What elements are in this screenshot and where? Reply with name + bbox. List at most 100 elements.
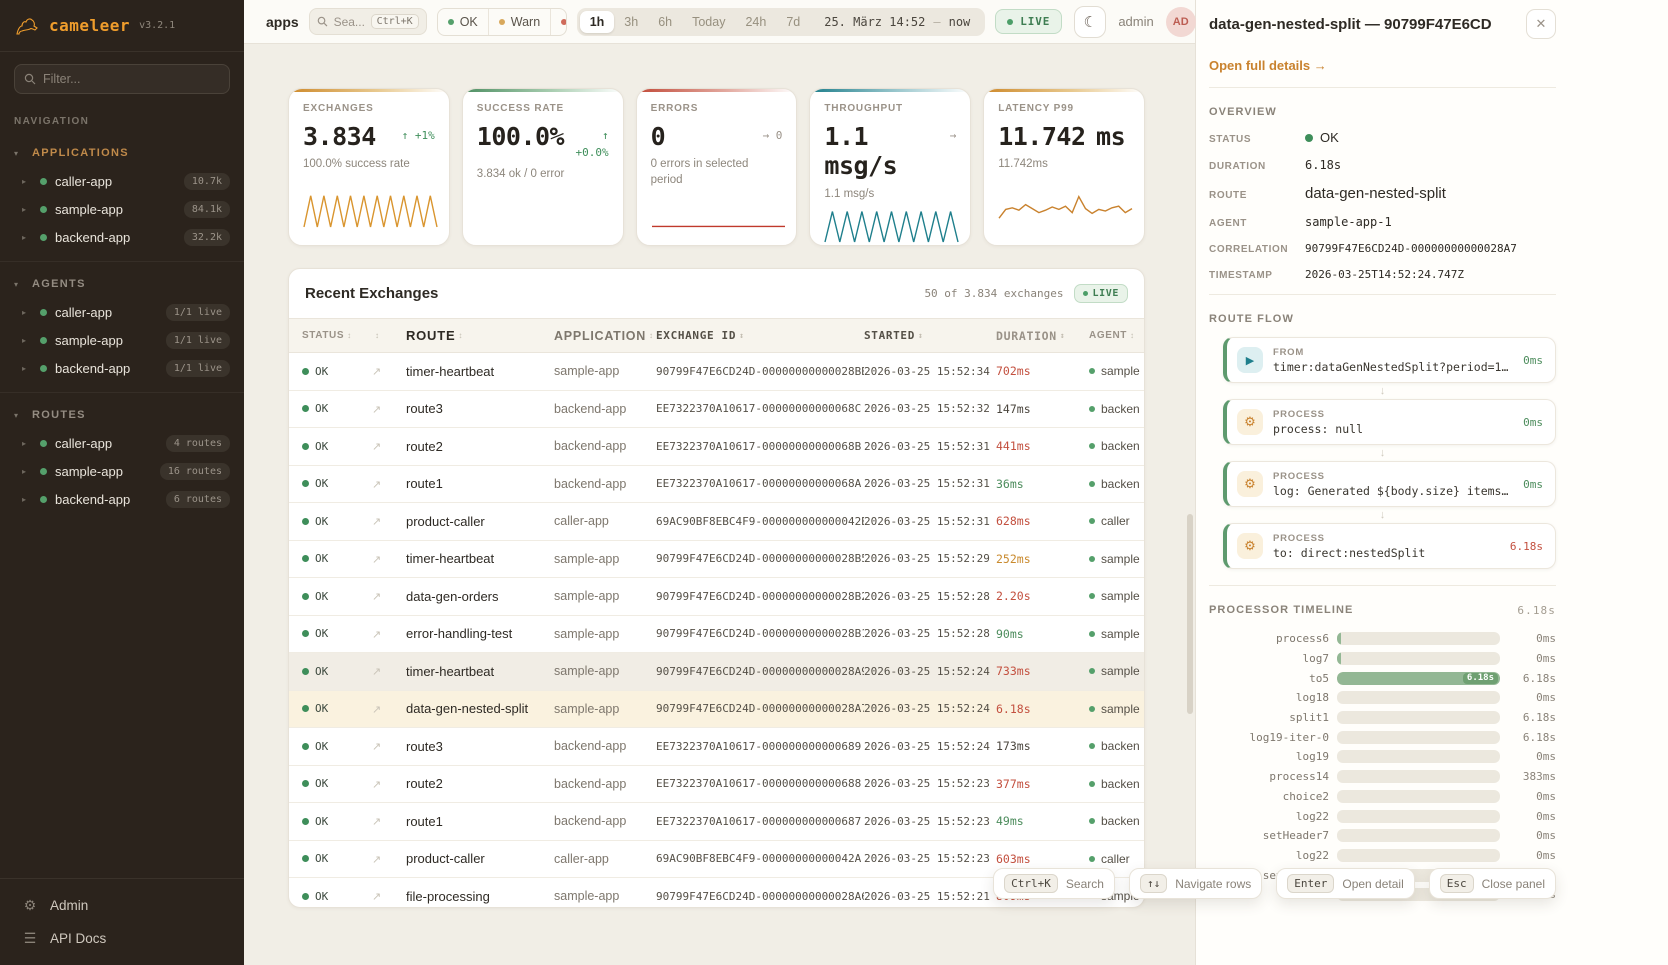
external-link-icon[interactable]: ↗ bbox=[372, 778, 382, 791]
table-row[interactable]: OK ↗ timer-heartbeat sample-app 90799F47… bbox=[289, 653, 1144, 691]
table-row[interactable]: OK ↗ route1 backend-app EE7322370A10617-… bbox=[289, 803, 1144, 841]
table-row[interactable]: OK ↗ route3 backend-app EE7322370A10617-… bbox=[289, 728, 1144, 766]
search-box[interactable]: Sea... Ctrl+K bbox=[308, 8, 427, 35]
external-link-icon[interactable]: ↗ bbox=[372, 366, 382, 379]
sidebar-item-caller-app[interactable]: ▸ caller-app 1/1 live bbox=[0, 298, 244, 326]
timeline-row[interactable]: choice2 0ms bbox=[1209, 787, 1556, 807]
timeline-row[interactable]: log19-iter-0 6.18s bbox=[1209, 727, 1556, 747]
timeline-row[interactable]: log19 0ms bbox=[1209, 747, 1556, 767]
external-link-icon[interactable]: ↗ bbox=[372, 553, 382, 566]
overview-row-status: STATUS OK bbox=[1209, 130, 1556, 145]
external-link-icon[interactable]: ↗ bbox=[372, 853, 382, 866]
theme-toggle-button[interactable]: ☾ bbox=[1074, 5, 1107, 38]
timeline-row[interactable]: split1 6.18s bbox=[1209, 708, 1556, 728]
route-flow-step[interactable]: ▶ FROM timer:dataGenNestedSplit?period=1… bbox=[1223, 337, 1556, 383]
timeline-row[interactable]: log22 0ms bbox=[1209, 846, 1556, 866]
table-row[interactable]: OK ↗ error-handling-test sample-app 9079… bbox=[289, 616, 1144, 653]
chevron-right-icon: ▸ bbox=[22, 466, 27, 476]
timeline-row[interactable]: process14 383ms bbox=[1209, 767, 1556, 787]
row-route: route3 bbox=[406, 401, 443, 417]
search-placeholder: Sea... bbox=[333, 14, 365, 29]
open-full-details-link[interactable]: Open full details → bbox=[1209, 58, 1327, 73]
column-header-started[interactable]: STARTED ↕ bbox=[864, 329, 924, 342]
row-application: backend-app bbox=[554, 401, 627, 416]
timeline-row[interactable]: setHeader7 0ms bbox=[1209, 826, 1556, 846]
sidebar-item-sample-app[interactable]: ▸ sample-app 1/1 live bbox=[0, 326, 244, 354]
route-flow-step[interactable]: ⚙ PROCESS log: Generated ${body.size} it… bbox=[1223, 461, 1556, 507]
table-row[interactable]: OK ↗ route1 backend-app EE7322370A10617-… bbox=[289, 466, 1144, 503]
range-button-1h[interactable]: 1h bbox=[579, 10, 615, 33]
range-button-7d[interactable]: 7d bbox=[786, 14, 801, 29]
main-scrollbar[interactable] bbox=[1187, 514, 1193, 714]
sidebar-footer-admin[interactable]: ⚙ Admin bbox=[0, 889, 244, 922]
table-row[interactable]: OK ↗ route2 backend-app EE7322370A10617-… bbox=[289, 428, 1144, 466]
column-header-agent[interactable]: AGENT ↕ bbox=[1089, 330, 1135, 341]
table-row[interactable]: OK ↗ route2 backend-app EE7322370A10617-… bbox=[289, 766, 1144, 803]
external-link-icon[interactable]: ↗ bbox=[372, 403, 382, 416]
timeline-row[interactable]: log18 0ms bbox=[1209, 688, 1556, 708]
sidebar-item-sample-app[interactable]: ▸ sample-app 84.1k bbox=[0, 195, 244, 223]
overview-row-agent: AGENT sample-app-1 bbox=[1209, 215, 1556, 229]
topbar: apps Sea... Ctrl+K OK Warn E 1h 3h 6h Today… bbox=[244, 0, 1196, 44]
column-header-exchange-id[interactable]: EXCHANGE ID ↕ bbox=[656, 329, 745, 342]
timeline-row[interactable]: process6 0ms bbox=[1209, 629, 1556, 649]
column-header-status[interactable]: STATUS ↕ bbox=[302, 330, 352, 341]
avatar[interactable]: AD bbox=[1165, 6, 1196, 37]
chevron-down-icon: ▾ bbox=[14, 279, 19, 289]
external-link-icon[interactable]: ↗ bbox=[372, 591, 382, 604]
table-row[interactable]: OK ↗ product-caller caller-app 69AC90BF8… bbox=[289, 503, 1144, 541]
table-row[interactable]: OK ↗ route3 backend-app EE7322370A10617-… bbox=[289, 391, 1144, 428]
range-button-6h[interactable]: 6h bbox=[658, 14, 673, 29]
external-link-icon[interactable]: ↗ bbox=[372, 628, 382, 641]
column-header-route[interactable]: ROUTE ↕ bbox=[406, 328, 464, 343]
sidebar-item-backend-app[interactable]: ▸ backend-app 6 routes bbox=[0, 485, 244, 513]
table-row[interactable]: OK ↗ timer-heartbeat sample-app 90799F47… bbox=[289, 353, 1144, 391]
flow-step-kind: FROM bbox=[1273, 346, 1305, 358]
status-filter-warn[interactable]: Warn bbox=[489, 8, 552, 35]
sidebar-item-sample-app[interactable]: ▸ sample-app 16 routes bbox=[0, 457, 244, 485]
timeline-row[interactable]: log7 0ms bbox=[1209, 649, 1556, 669]
sidebar-item-caller-app[interactable]: ▸ caller-app 10.7k bbox=[0, 167, 244, 195]
sidebar-item-backend-app[interactable]: ▸ backend-app 32.2k bbox=[0, 223, 244, 251]
external-link-icon[interactable]: ↗ bbox=[372, 478, 382, 491]
sidebar-section-routes[interactable]: ▾ ROUTES bbox=[0, 401, 244, 429]
external-link-icon[interactable]: ↗ bbox=[372, 741, 382, 754]
table-row[interactable]: OK ↗ data-gen-nested-split sample-app 90… bbox=[289, 690, 1144, 728]
external-link-icon[interactable]: ↗ bbox=[372, 666, 382, 679]
sidebar-footer-api-docs[interactable]: ☰ API Docs bbox=[0, 922, 244, 955]
column-header-link[interactable]: ↕ bbox=[372, 328, 406, 343]
status-filter-ok[interactable]: OK bbox=[438, 8, 489, 35]
external-link-icon[interactable]: ↗ bbox=[372, 516, 382, 529]
route-flow-step[interactable]: ⚙ PROCESS to: direct:nestedSplit 6.18s bbox=[1223, 523, 1556, 569]
sidebar-item-backend-app[interactable]: ▸ backend-app 1/1 live bbox=[0, 354, 244, 382]
range-button-3h[interactable]: 3h bbox=[624, 14, 639, 29]
row-exchange-id: EE7322370A10617-000000000000688 bbox=[656, 777, 862, 791]
filter-input[interactable] bbox=[43, 72, 220, 86]
sidebar-section-applications[interactable]: ▾ APPLICATIONS bbox=[0, 139, 244, 167]
range-button-today[interactable]: Today bbox=[692, 14, 726, 29]
external-link-icon[interactable]: ↗ bbox=[372, 891, 382, 904]
close-panel-button[interactable]: ✕ bbox=[1526, 9, 1556, 39]
table-live-badge: LIVE bbox=[1073, 284, 1128, 303]
column-header-duration[interactable]: DURATION ↕ bbox=[996, 328, 1066, 343]
metric-label: EXCHANGES bbox=[303, 103, 374, 114]
external-link-icon[interactable]: ↗ bbox=[372, 816, 382, 829]
row-route: timer-heartbeat bbox=[406, 363, 495, 379]
timeline-row[interactable]: log22 0ms bbox=[1209, 806, 1556, 826]
sidebar-filter[interactable] bbox=[14, 64, 230, 94]
table-row[interactable]: OK ↗ data-gen-orders sample-app 90799F47… bbox=[289, 578, 1144, 616]
external-link-icon[interactable]: ↗ bbox=[372, 703, 382, 716]
status-filter-e[interactable]: E bbox=[551, 9, 566, 35]
external-link-icon[interactable]: ↗ bbox=[372, 441, 382, 454]
table-row[interactable]: OK ↗ timer-heartbeat sample-app 90799F47… bbox=[289, 541, 1144, 578]
date-range[interactable]: 25. März 14:52— now bbox=[824, 14, 971, 29]
route-flow-step[interactable]: ⚙ PROCESS process: null 0ms bbox=[1223, 399, 1556, 445]
column-header-application[interactable]: APPLICATION ↕ bbox=[554, 328, 654, 343]
hint-label: Close panel bbox=[1481, 876, 1545, 891]
sidebar-item-caller-app[interactable]: ▸ caller-app 4 routes bbox=[0, 429, 244, 457]
sidebar-section-agents[interactable]: ▾ AGENTS bbox=[0, 270, 244, 298]
timeline-row[interactable]: to5 6.18s 6.18s bbox=[1209, 668, 1556, 688]
live-badge[interactable]: LIVE bbox=[995, 9, 1063, 34]
range-button-24h[interactable]: 24h bbox=[745, 14, 767, 29]
table-row[interactable]: OK ↗ product-caller caller-app 69AC90BF8… bbox=[289, 841, 1144, 878]
